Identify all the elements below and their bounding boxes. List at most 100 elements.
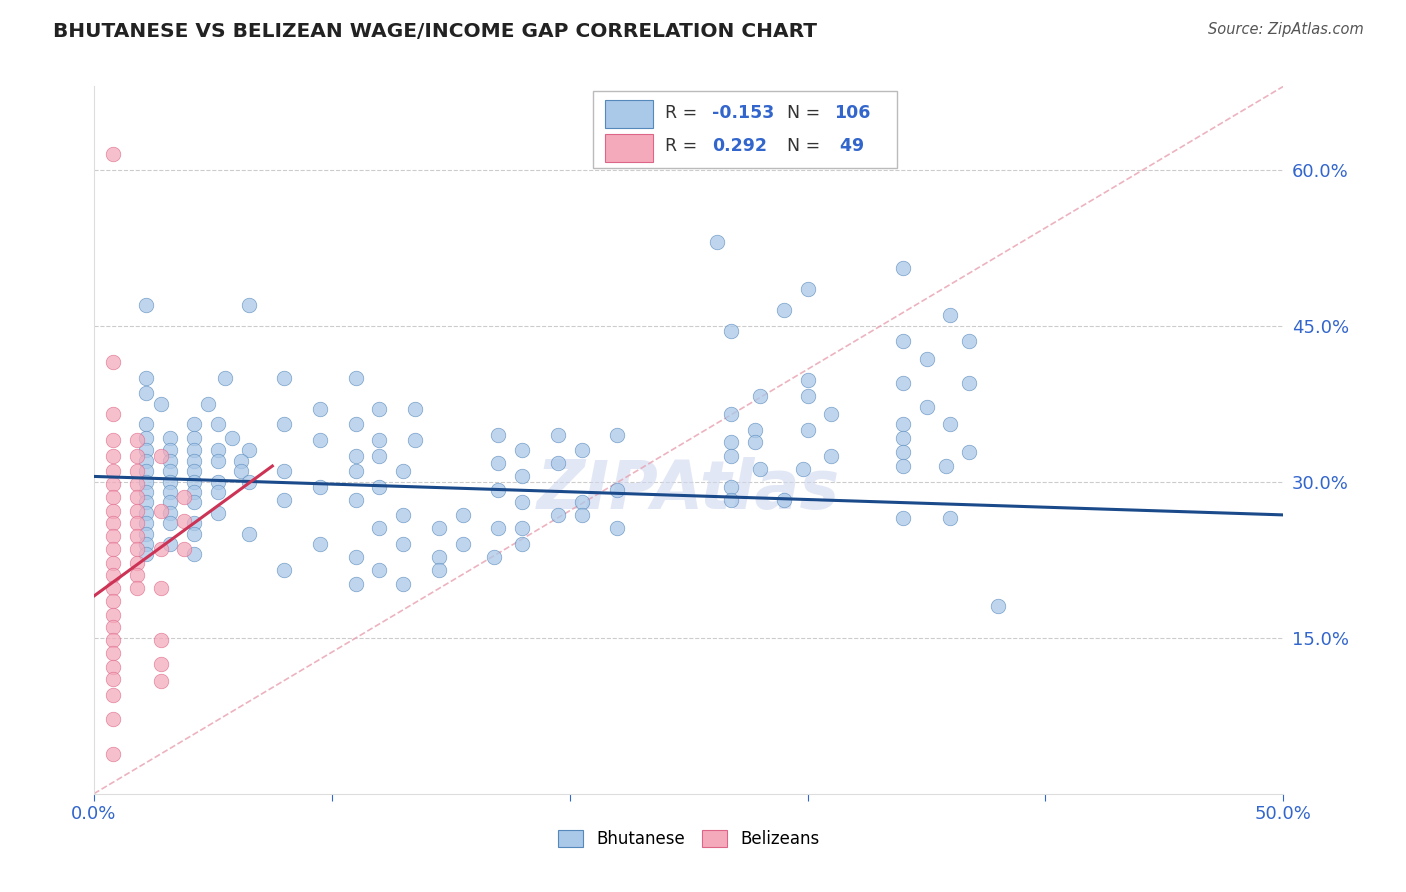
Point bbox=[101, 632, 124, 647]
Point bbox=[744, 423, 766, 437]
Point bbox=[125, 464, 148, 478]
Point bbox=[486, 483, 509, 497]
Point bbox=[125, 542, 148, 557]
Text: ZIPAtlas: ZIPAtlas bbox=[537, 457, 841, 523]
Point bbox=[101, 504, 124, 518]
Point bbox=[101, 594, 124, 608]
Point bbox=[125, 529, 148, 543]
Point bbox=[207, 454, 229, 468]
Point bbox=[159, 485, 181, 500]
FancyBboxPatch shape bbox=[593, 91, 897, 168]
Point bbox=[957, 334, 980, 349]
Point bbox=[427, 563, 450, 577]
Point bbox=[207, 417, 229, 432]
Point bbox=[135, 495, 157, 509]
Point bbox=[238, 526, 260, 541]
Point bbox=[125, 476, 148, 491]
Point bbox=[149, 632, 172, 647]
Point bbox=[368, 521, 391, 535]
Point bbox=[939, 511, 962, 525]
Text: N =: N = bbox=[787, 137, 827, 155]
Point bbox=[891, 511, 914, 525]
Point bbox=[135, 417, 157, 432]
Point bbox=[547, 456, 569, 470]
Point bbox=[149, 396, 172, 410]
Point bbox=[101, 464, 124, 478]
Point bbox=[427, 521, 450, 535]
Point bbox=[309, 537, 332, 551]
Point bbox=[183, 548, 205, 562]
Point bbox=[149, 542, 172, 557]
Point bbox=[101, 646, 124, 660]
Point bbox=[486, 521, 509, 535]
Point bbox=[392, 576, 415, 591]
Text: BHUTANESE VS BELIZEAN WAGE/INCOME GAP CORRELATION CHART: BHUTANESE VS BELIZEAN WAGE/INCOME GAP CO… bbox=[53, 22, 817, 41]
Point bbox=[135, 454, 157, 468]
Point bbox=[101, 672, 124, 686]
Point bbox=[238, 298, 260, 312]
Point bbox=[482, 549, 505, 564]
Point bbox=[135, 431, 157, 445]
Text: 0.292: 0.292 bbox=[713, 137, 768, 155]
Point bbox=[891, 334, 914, 349]
Point bbox=[135, 548, 157, 562]
Point bbox=[891, 376, 914, 390]
Point bbox=[135, 464, 157, 478]
Point bbox=[368, 433, 391, 447]
Point bbox=[207, 443, 229, 458]
Text: N =: N = bbox=[787, 103, 827, 121]
Point bbox=[221, 431, 243, 445]
Point bbox=[273, 370, 295, 384]
Point bbox=[135, 475, 157, 489]
Point bbox=[135, 537, 157, 551]
Point bbox=[820, 407, 842, 421]
Point bbox=[344, 576, 367, 591]
Point bbox=[183, 516, 205, 531]
Point bbox=[173, 490, 195, 504]
Point bbox=[125, 568, 148, 582]
Point bbox=[207, 506, 229, 520]
Point bbox=[309, 433, 332, 447]
Point bbox=[987, 599, 1010, 614]
Point bbox=[749, 462, 772, 476]
Point bbox=[101, 568, 124, 582]
Point bbox=[231, 454, 253, 468]
Point bbox=[101, 747, 124, 761]
Point bbox=[720, 435, 742, 450]
Point bbox=[935, 458, 957, 473]
Point bbox=[392, 464, 415, 478]
Point bbox=[159, 454, 181, 468]
Point bbox=[159, 464, 181, 478]
Point bbox=[344, 449, 367, 463]
Point bbox=[510, 469, 533, 483]
Point bbox=[197, 396, 219, 410]
Point bbox=[915, 351, 938, 366]
Point bbox=[101, 407, 124, 421]
Point bbox=[368, 401, 391, 416]
Point bbox=[149, 657, 172, 671]
Point bbox=[792, 462, 814, 476]
Point bbox=[510, 495, 533, 509]
Text: 49: 49 bbox=[834, 137, 863, 155]
Point bbox=[135, 485, 157, 500]
Bar bbox=[606, 100, 652, 128]
Point bbox=[101, 433, 124, 447]
Text: -0.153: -0.153 bbox=[713, 103, 775, 121]
Point bbox=[101, 607, 124, 622]
Point bbox=[606, 427, 628, 442]
Point bbox=[368, 563, 391, 577]
Point bbox=[939, 308, 962, 322]
Point bbox=[720, 324, 742, 338]
Point bbox=[404, 433, 426, 447]
Point bbox=[273, 493, 295, 508]
Point bbox=[101, 556, 124, 570]
Point bbox=[451, 537, 474, 551]
Point bbox=[125, 449, 148, 463]
Point bbox=[149, 504, 172, 518]
Point bbox=[183, 431, 205, 445]
Point bbox=[173, 514, 195, 528]
Point bbox=[149, 674, 172, 689]
Point bbox=[159, 495, 181, 509]
Point bbox=[820, 449, 842, 463]
Point bbox=[796, 282, 818, 296]
